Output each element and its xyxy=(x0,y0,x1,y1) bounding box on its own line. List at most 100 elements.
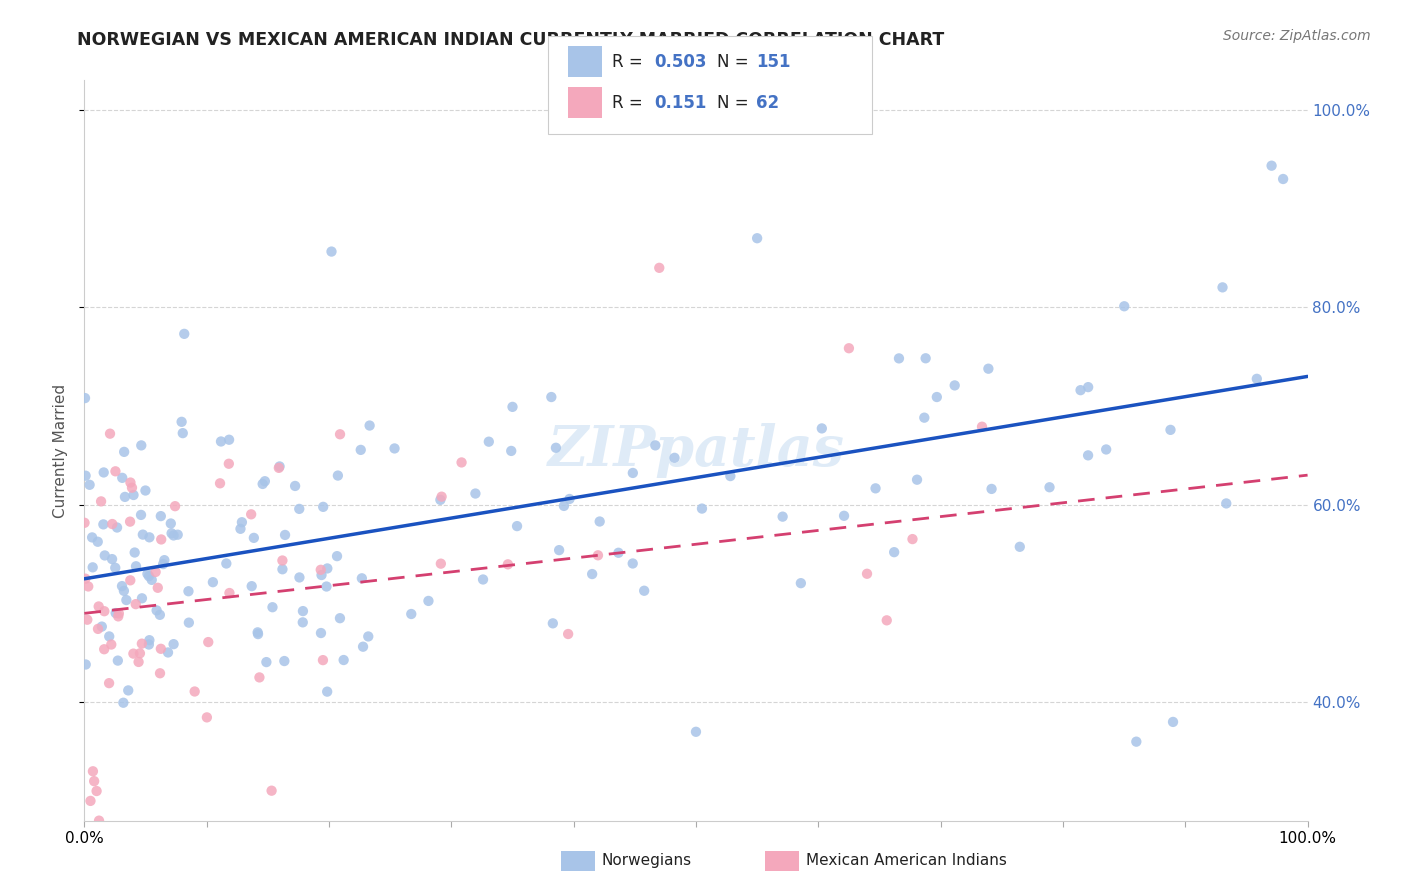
Point xyxy=(129,508,152,522)
Point xyxy=(120,515,142,529)
Text: Mexican American Indians: Mexican American Indians xyxy=(806,854,1007,868)
Point xyxy=(90,619,112,633)
Point xyxy=(218,433,240,447)
Point xyxy=(1272,172,1295,186)
Text: 151: 151 xyxy=(756,53,792,70)
Point xyxy=(633,583,655,598)
Point xyxy=(124,545,146,559)
Point xyxy=(332,653,354,667)
Point xyxy=(288,570,311,584)
Point xyxy=(162,528,184,542)
Point xyxy=(146,581,169,595)
Point xyxy=(311,568,333,582)
Point xyxy=(105,520,128,534)
Point xyxy=(156,645,179,659)
Point xyxy=(1095,442,1118,457)
Point xyxy=(138,569,160,583)
Point xyxy=(883,545,905,559)
Point xyxy=(384,442,406,456)
Point xyxy=(104,561,127,575)
Point xyxy=(165,499,187,513)
Point xyxy=(149,509,172,524)
Point xyxy=(112,583,135,598)
Point xyxy=(553,499,575,513)
Point xyxy=(101,552,124,566)
Point xyxy=(104,606,127,620)
Point xyxy=(540,390,562,404)
Point xyxy=(218,586,240,600)
Text: 0.503: 0.503 xyxy=(654,53,706,70)
Point xyxy=(1212,280,1234,294)
Point xyxy=(129,438,152,452)
Point xyxy=(231,515,253,529)
Point xyxy=(321,244,343,259)
Text: NORWEGIAN VS MEXICAN AMERICAN INDIAN CURRENTLY MARRIED CORRELATION CHART: NORWEGIAN VS MEXICAN AMERICAN INDIAN CUR… xyxy=(77,31,945,49)
Point xyxy=(887,351,910,366)
Text: R =: R = xyxy=(612,94,652,112)
Point xyxy=(838,341,860,355)
Point xyxy=(150,533,173,547)
Point xyxy=(352,640,374,654)
Point xyxy=(149,607,172,622)
Point xyxy=(621,557,644,571)
Point xyxy=(247,627,270,641)
Point xyxy=(107,609,129,624)
Point xyxy=(79,794,101,808)
Point xyxy=(472,573,495,587)
Point xyxy=(121,481,143,495)
Point xyxy=(160,526,183,541)
Point xyxy=(145,565,167,579)
Point xyxy=(94,549,117,563)
Point xyxy=(87,622,110,636)
Point xyxy=(87,599,110,614)
Point xyxy=(970,419,993,434)
Point xyxy=(271,562,294,576)
Point xyxy=(183,684,205,698)
Point xyxy=(120,475,142,490)
Point xyxy=(152,557,174,571)
Point xyxy=(1077,380,1099,394)
Point xyxy=(153,553,176,567)
Point xyxy=(1159,423,1181,437)
Point xyxy=(464,486,486,500)
Point xyxy=(502,400,524,414)
Point xyxy=(93,642,115,657)
Point xyxy=(269,459,291,474)
Point xyxy=(309,626,332,640)
Point xyxy=(309,563,332,577)
Point xyxy=(1215,496,1237,510)
Point xyxy=(107,654,129,668)
Point xyxy=(418,594,440,608)
Point xyxy=(249,670,271,684)
Point xyxy=(901,532,924,546)
Point xyxy=(401,607,423,621)
Point xyxy=(129,646,152,660)
Point xyxy=(111,579,134,593)
Y-axis label: Currently Married: Currently Married xyxy=(53,384,69,517)
Point xyxy=(246,625,269,640)
Point xyxy=(87,814,110,828)
Point xyxy=(87,534,110,549)
Point xyxy=(252,477,274,491)
Point xyxy=(1114,299,1136,313)
Point xyxy=(1070,383,1092,397)
Point xyxy=(86,784,108,798)
Point xyxy=(93,466,115,480)
Point xyxy=(159,516,181,531)
Point xyxy=(621,466,644,480)
Point xyxy=(273,654,295,668)
Point xyxy=(134,483,156,498)
Point xyxy=(120,574,142,588)
Point xyxy=(544,441,567,455)
Point xyxy=(501,444,523,458)
Point xyxy=(122,488,145,502)
Point xyxy=(82,764,104,779)
Point xyxy=(208,476,231,491)
Text: R =: R = xyxy=(612,53,648,70)
Point xyxy=(291,615,314,630)
Point xyxy=(288,502,311,516)
Point xyxy=(284,479,307,493)
Point xyxy=(329,611,352,625)
Point xyxy=(115,593,138,607)
Point xyxy=(166,527,188,541)
